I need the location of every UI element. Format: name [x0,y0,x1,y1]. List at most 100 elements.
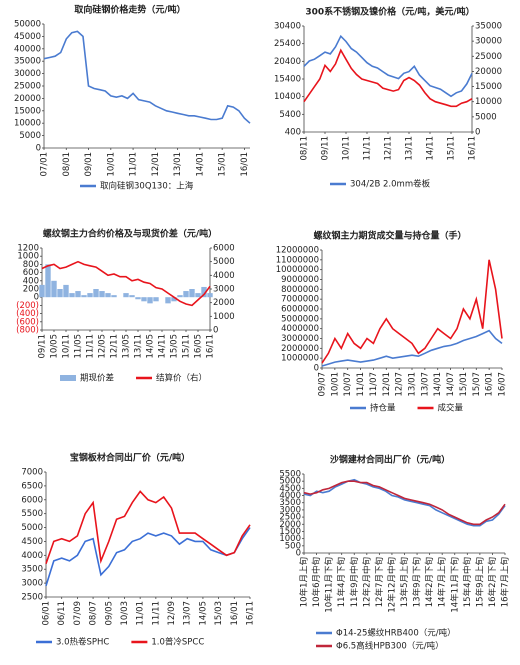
x-tick-label: 16/05 [194,334,204,359]
bar [105,293,111,298]
bar [129,295,135,298]
x-tick-label: 09/11 [321,136,331,161]
line-series [303,48,473,108]
bar [171,297,177,302]
y2-tick-label: 0 [475,128,480,138]
x-tick-label: 07/09 [73,601,83,626]
bar [111,295,117,298]
y-tick-label: 200 [23,285,39,295]
x-tick-label: 10/01 [106,152,116,177]
x-tick-label: 14/11 [158,334,168,359]
x-tick-label: 14/05 [146,334,156,359]
chart-title: 螺纹钢主力期货成交量与持仓量（手） [313,230,466,242]
y-tick-label: 3500 [21,565,43,575]
x-tick-label: 10/01 [330,372,340,397]
y-tick-label: 5000000 [281,314,319,324]
legend-swatch [60,375,76,381]
chart-title: 沙钢建材合同出厂价（元/吨） [330,454,450,466]
x-tick-label: 15/05 [170,334,180,359]
legend-label: 304/2B 2.0mm卷板 [350,179,431,190]
y2-tick-label: 2000 [213,298,235,308]
x-tick-label: 06/01 [42,601,52,626]
x-tick-label: 11/07 [369,372,379,397]
bar [165,297,171,304]
x-tick-label: 12/09 [167,601,177,626]
x-tick-label: 14/01 [433,372,443,397]
y-tick-label: 1000 [279,534,301,544]
y-tick-label: 30400 [274,22,301,32]
bar [141,297,147,302]
bar [201,286,207,298]
y-tick-label: 10400 [274,92,301,102]
y-tick-label: 7000 [21,468,43,478]
y-tick-label: 25400 [274,39,301,49]
y-tick-label: 500 [285,541,301,551]
x-tick-label: 09/07 [318,372,328,397]
y-tick-label: 1500 [279,527,301,537]
y-tick-label: 400 [23,276,39,286]
y-tick-label: 15400 [274,75,301,85]
bar [63,284,69,298]
x-tick-label: 16/11 [206,334,216,359]
x-tick-label: 13/07 [420,372,430,397]
x-tick-label: 09/01 [84,152,94,177]
legend-label: 持仓量 [370,403,396,414]
y-tick-label: 0 [36,144,41,154]
x-tick-label: 10/11 [62,334,72,359]
y-tick-label: 1200 [17,244,39,254]
x-tick-label: 14/11 [426,136,436,161]
line-series [303,480,506,526]
y2-tick-label: 25000 [475,52,502,62]
y-tick-label: 1000000 [281,354,319,364]
bar [123,293,129,298]
y-tick-label: 12000000 [276,246,319,256]
legend-label: Φ14-25螺纹HRB400（元/吨） [336,628,456,639]
x-tick-label: 11/11 [151,601,161,626]
y2-tick-label: 30000 [475,37,502,47]
y-tick-label: 6000 [21,495,43,505]
x-tick-label: 12/11 [110,334,120,359]
bar [153,297,159,302]
x-tick-label: 11年9月中旬 [349,557,360,607]
y-tick-label: (600) [16,317,39,327]
line-series [41,260,211,307]
x-tick-label: 12/11 [384,136,394,161]
x-tick-label: 12/01 [151,152,161,177]
y-tick-label: 10000 [14,119,41,129]
x-tick-label: 11/05 [74,334,84,359]
y-tick-label: 15000 [14,106,41,116]
x-tick-label: 12年7月下旬 [374,557,385,607]
y-tick-label: 1000 [17,252,39,262]
bar [177,295,183,298]
x-tick-label: 10/05 [50,334,60,359]
x-tick-label: 10/03 [120,601,130,626]
bar [69,293,75,298]
bar [51,280,57,298]
x-tick-label: 08/11 [300,136,310,161]
x-tick-label: 15/01 [218,152,228,177]
x-tick-label: 13/05 [122,334,132,359]
legend-label: 期现价差 [80,373,114,384]
y2-tick-label: 10000 [475,97,502,107]
y-tick-label: 9000000 [281,275,319,285]
y-tick-label: 2500 [279,513,301,523]
x-tick-label: 16/07 [498,372,508,397]
x-tick-label: 10年1月上旬 [299,557,310,607]
bar [99,291,105,298]
x-tick-label: 10/07 [343,372,353,397]
x-tick-label: 15年4月中旬 [462,557,473,607]
x-tick-label: 14/01 [195,152,205,177]
x-tick-label: 09/11 [38,334,48,359]
x-tick-label: 13/01 [173,152,183,177]
y-tick-label: 4000000 [281,324,319,334]
y-tick-label: 0 [314,364,319,374]
y-tick-label: 800 [23,260,39,270]
x-tick-label: 16/11 [246,601,256,626]
line-series [45,490,251,564]
y-tick-label: 600 [23,268,39,278]
x-tick-label: 10年6月中旬 [311,557,322,607]
x-tick-label: 08/01 [62,152,72,177]
y2-tick-label: 1000 [213,312,235,322]
y-tick-label: 5500 [279,470,301,480]
